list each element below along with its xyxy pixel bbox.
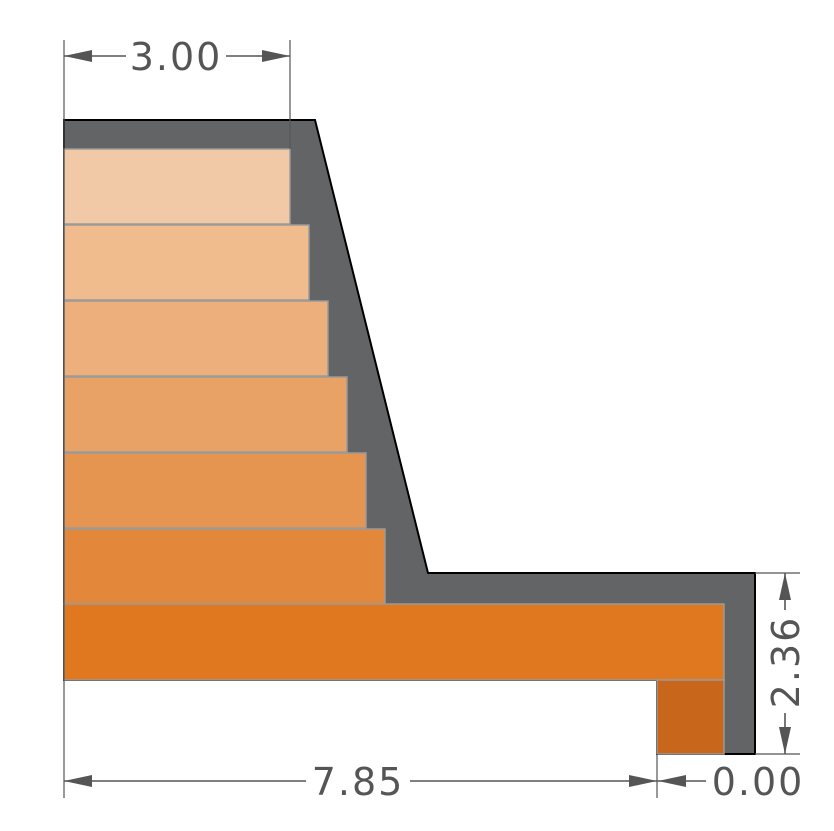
bottom-dim-arrow-right: [629, 775, 657, 787]
fill-layer-2: [63, 224, 310, 301]
fill-layer-6: [63, 528, 386, 605]
toe-dim-arrow: [658, 775, 686, 787]
toe-block: [656, 679, 725, 755]
fill-layer-1: [63, 148, 291, 225]
base-length-label: 7.85: [312, 760, 405, 804]
fill-layer-7: [63, 603, 725, 681]
top-width-label: 3.00: [130, 35, 223, 79]
top-dim-arrow-left: [64, 50, 92, 62]
top-dim-arrow-right: [262, 50, 290, 62]
bottom-dim-arrow-left: [64, 775, 92, 787]
right-dim-arrow-top: [779, 573, 791, 600]
fill-layer-5: [63, 452, 367, 529]
footing-height-label: 2.36: [764, 616, 808, 709]
fill-layer-3: [63, 300, 329, 377]
toe-offset-label: 0.00: [712, 760, 805, 804]
right-dim-arrow-bottom: [779, 727, 791, 754]
fill-layer-4: [63, 376, 348, 453]
